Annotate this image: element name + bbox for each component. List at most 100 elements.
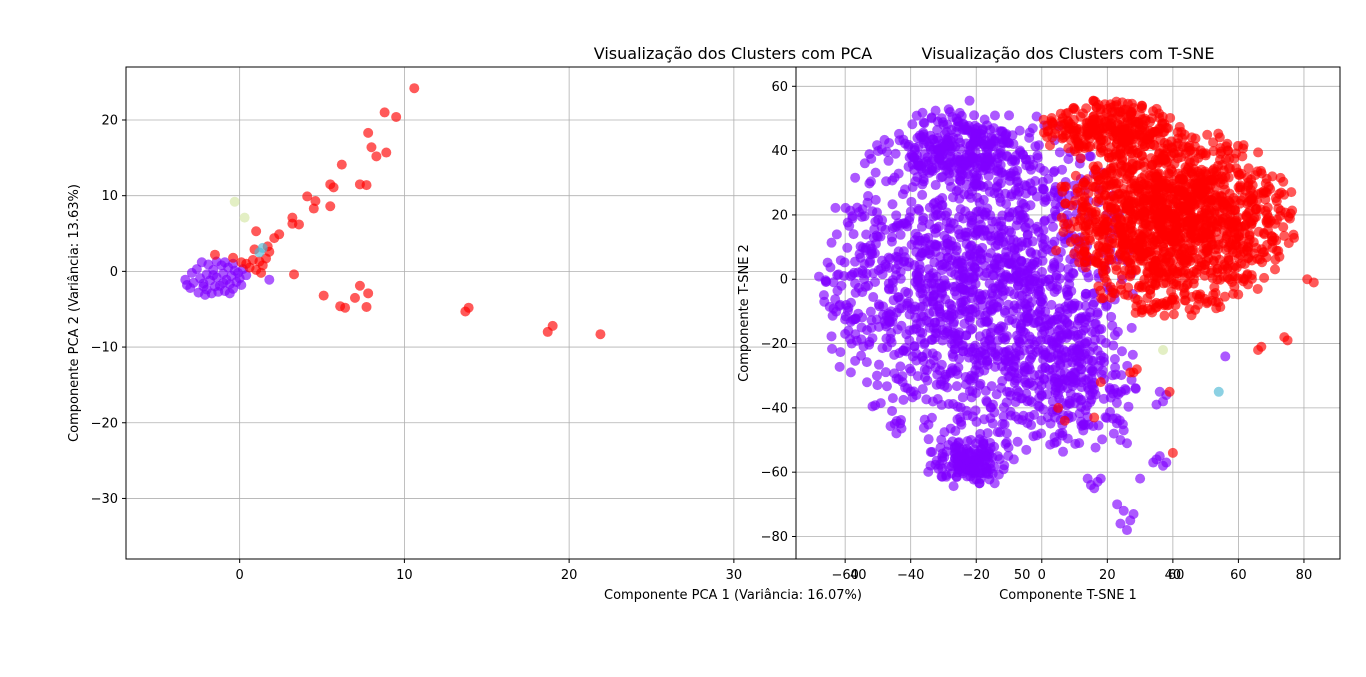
- scatter-point: [325, 201, 336, 212]
- scatter-point: [1094, 241, 1105, 252]
- scatter-point: [942, 207, 953, 218]
- scatter-point: [967, 323, 978, 334]
- scatter-point: [1069, 144, 1080, 155]
- scatter-point: [834, 361, 845, 372]
- scatter-point: [1093, 281, 1104, 292]
- scatter-point: [904, 152, 915, 163]
- scatter-point: [916, 283, 927, 294]
- scatter-point: [866, 322, 877, 333]
- scatter-point: [1069, 216, 1080, 227]
- y-tick-label: 40: [771, 144, 788, 159]
- scatter-point: [1105, 281, 1116, 292]
- y-tick-label: −30: [91, 492, 118, 507]
- scatter-point: [880, 367, 891, 378]
- scatter-point: [925, 270, 936, 281]
- scatter-point: [1156, 197, 1167, 208]
- scatter-point: [1136, 125, 1147, 136]
- scatter-point: [1137, 237, 1148, 248]
- scatter-point: [1149, 299, 1160, 310]
- scatter-point: [1116, 346, 1127, 357]
- scatter-point: [873, 359, 884, 370]
- scatter-point: [871, 207, 882, 218]
- scatter-point: [965, 192, 976, 203]
- scatter-point: [864, 257, 875, 268]
- scatter-point: [1069, 330, 1080, 341]
- scatter-point: [948, 192, 959, 203]
- scatter-point: [921, 394, 932, 405]
- scatter-point: [911, 268, 922, 279]
- scatter-point: [1037, 345, 1048, 356]
- scatter-point: [999, 305, 1010, 316]
- y-tick-label: 60: [771, 80, 788, 95]
- scatter-point: [883, 278, 894, 289]
- scatter-point: [887, 199, 898, 210]
- scatter-point: [1039, 196, 1050, 207]
- scatter-point: [1228, 192, 1239, 203]
- scatter-point: [861, 357, 872, 368]
- scatter-point: [956, 450, 967, 461]
- scatter-point: [595, 329, 606, 340]
- scatter-point: [1038, 184, 1049, 195]
- scatter-point: [1182, 224, 1193, 235]
- scatter-point: [951, 290, 962, 301]
- scatter-point: [895, 361, 906, 372]
- scatter-point: [198, 281, 209, 292]
- x-tick-label: −20: [963, 568, 990, 583]
- scatter-point: [1068, 103, 1079, 114]
- scatter-point: [868, 292, 879, 303]
- scatter-point: [909, 304, 920, 315]
- scatter-point: [1185, 270, 1196, 281]
- scatter-point: [932, 202, 943, 213]
- scatter-point: [961, 405, 972, 416]
- scatter-point: [1078, 419, 1089, 430]
- scatter-point: [1256, 341, 1267, 352]
- scatter-point: [873, 214, 884, 225]
- scatter-point: [293, 219, 304, 230]
- scatter-point: [870, 167, 881, 178]
- scatter-point: [1024, 355, 1035, 366]
- scatter-point: [1057, 133, 1068, 144]
- scatter-point: [1096, 293, 1107, 304]
- scatter-point: [1074, 438, 1085, 449]
- scatter-point: [928, 290, 939, 301]
- scatter-point: [891, 428, 902, 439]
- scatter-point: [1000, 334, 1011, 345]
- scatter-point: [1118, 425, 1129, 436]
- scatter-point: [864, 149, 875, 160]
- scatter-point: [1001, 199, 1012, 210]
- scatter-point: [1059, 415, 1070, 426]
- scatter-point: [1158, 460, 1169, 471]
- scatter-point: [896, 320, 907, 331]
- scatter-point: [992, 426, 1003, 437]
- scatter-point: [935, 311, 946, 322]
- y-tick-label: −10: [91, 341, 118, 356]
- scatter-point: [964, 95, 975, 106]
- scatter-point: [819, 296, 830, 307]
- scatter-point: [1213, 128, 1224, 139]
- scatter-point: [950, 269, 961, 280]
- scatter-point: [889, 349, 900, 360]
- scatter-point: [1259, 272, 1270, 283]
- scatter-point: [944, 175, 955, 186]
- scatter-point: [1145, 284, 1156, 295]
- scatter-point: [997, 418, 1008, 429]
- scatter-point: [1001, 356, 1012, 367]
- scatter-point: [1084, 233, 1095, 244]
- scatter-point: [885, 421, 896, 432]
- scatter-point: [264, 274, 275, 285]
- scatter-point: [935, 172, 946, 183]
- scatter-point: [992, 355, 1003, 366]
- scatter-point: [965, 312, 976, 323]
- scatter-point: [972, 453, 983, 464]
- scatter-point: [1100, 218, 1111, 229]
- scatter-point: [840, 328, 851, 339]
- scatter-point: [969, 110, 980, 121]
- scatter-point: [975, 378, 986, 389]
- scatter-point: [1077, 180, 1088, 191]
- scatter-point: [830, 294, 841, 305]
- scatter-point: [1090, 255, 1101, 266]
- scatter-point: [1097, 434, 1108, 445]
- scatter-point: [1109, 101, 1120, 112]
- scatter-point: [1142, 134, 1153, 145]
